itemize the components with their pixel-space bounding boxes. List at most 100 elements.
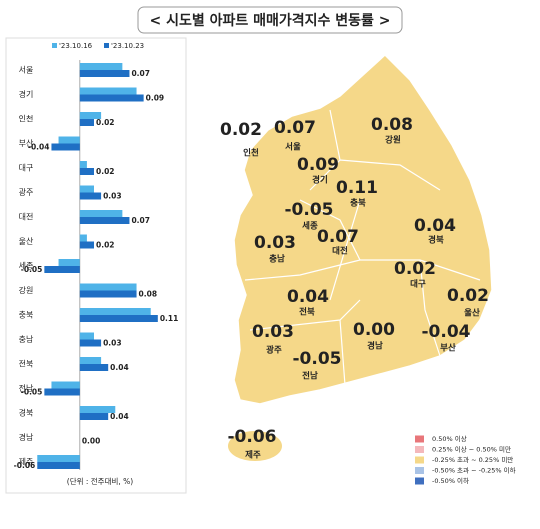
bar xyxy=(79,283,137,291)
bar xyxy=(44,266,80,273)
bar xyxy=(51,381,80,389)
map-region: 인천 xyxy=(243,148,259,159)
map-value: 0.03 xyxy=(252,322,294,342)
data-label: 0.00 xyxy=(82,437,101,446)
map-value: -0.04 xyxy=(422,322,471,342)
map-region: 전북 xyxy=(299,307,315,318)
map-value: 0.07 xyxy=(317,227,359,247)
bar xyxy=(37,462,80,469)
map-legend-label: -0.50% 이하 xyxy=(432,476,469,485)
map-value: 0.07 xyxy=(274,118,316,138)
category-label: 서울 xyxy=(19,66,34,75)
bar xyxy=(79,339,102,347)
data-label: 0.03 xyxy=(103,339,122,348)
category-label: 대전 xyxy=(19,212,34,222)
region-borders xyxy=(244,109,481,386)
data-label: 0.02 xyxy=(96,118,115,127)
data-label: 0.04 xyxy=(110,363,129,372)
title-box xyxy=(137,6,403,34)
map-region: 경기 xyxy=(312,175,328,186)
map-jeju xyxy=(228,431,282,461)
map-legend-label: 0.25% 이상 ~ 0.50% 미만 xyxy=(432,445,511,454)
category-label: 전남 xyxy=(19,383,34,393)
category-label: 부산 xyxy=(19,138,34,148)
data-label: -0.06 xyxy=(14,461,36,470)
map-value: -0.06 xyxy=(228,427,277,447)
map-legend-swatch xyxy=(415,456,424,464)
data-label: 0.02 xyxy=(96,241,115,250)
category-label: 울산 xyxy=(19,236,34,246)
map-region: 경북 xyxy=(428,235,444,246)
map-region: 대구 xyxy=(410,279,426,290)
data-label: 0.08 xyxy=(139,290,158,299)
map-region: 부산 xyxy=(440,343,456,354)
map-region: 대전 xyxy=(332,246,348,257)
map-region: 충북 xyxy=(350,198,366,209)
bar xyxy=(79,210,123,217)
map-region: 충남 xyxy=(269,254,285,265)
bar xyxy=(79,315,158,322)
map-value: 0.09 xyxy=(297,155,339,175)
map-region: 경남 xyxy=(367,341,383,352)
legend-label: '23.10.16 xyxy=(59,42,93,50)
data-label: -0.05 xyxy=(21,388,43,397)
bar xyxy=(79,119,94,126)
data-label: 0.07 xyxy=(131,216,150,225)
bar xyxy=(79,192,102,200)
map-legend-label: -0.50% 초과 ~ -0.25% 이하 xyxy=(432,466,516,475)
bar xyxy=(79,168,94,175)
map-value: 0.04 xyxy=(414,216,456,236)
category-label: 충남 xyxy=(19,335,34,344)
map-region: 광주 xyxy=(266,345,282,356)
bar xyxy=(79,357,102,364)
data-label: 0.03 xyxy=(103,192,122,201)
chart-title: < 시도별 아파트 매매가격지수 변동률 > xyxy=(149,12,390,29)
map-value: 0.04 xyxy=(287,287,329,307)
map-value: 0.11 xyxy=(336,178,378,198)
category-label: 충북 xyxy=(19,311,34,320)
legend-label: '23.10.23 xyxy=(111,42,144,50)
unit-note: (단위 : 전주대비, %) xyxy=(67,476,134,486)
category-label: 세종 xyxy=(19,262,34,271)
category-label: 경기 xyxy=(19,89,34,99)
bar xyxy=(79,290,137,298)
bar xyxy=(58,259,80,266)
bar xyxy=(79,241,94,249)
chart-panel xyxy=(5,37,187,494)
category-label: 제주 xyxy=(19,458,34,467)
map-region: 서울 xyxy=(285,142,301,153)
data-label: 0.07 xyxy=(131,69,150,78)
data-label: 0.02 xyxy=(96,167,115,176)
bar xyxy=(58,136,80,144)
data-label: 0.04 xyxy=(110,412,129,421)
map-value: 0.02 xyxy=(394,259,436,279)
bar xyxy=(79,112,102,119)
bar xyxy=(79,94,144,102)
map-region: 제주 xyxy=(245,450,261,461)
map-legend-box xyxy=(408,430,533,490)
data-label: -0.05 xyxy=(21,265,43,274)
bar xyxy=(79,87,137,95)
map-region: 강원 xyxy=(385,135,401,146)
bar xyxy=(79,364,109,371)
map-value: 0.00 xyxy=(353,320,395,340)
category-label: 강원 xyxy=(19,285,34,295)
map-value: 0.02 xyxy=(220,120,262,140)
legend-swatch xyxy=(104,43,109,48)
bar xyxy=(79,234,87,242)
map-legend-swatch xyxy=(415,467,424,474)
data-label: 0.09 xyxy=(146,94,165,103)
bar xyxy=(79,70,130,77)
data-label: 0.11 xyxy=(160,314,179,323)
map-value: 0.03 xyxy=(254,233,296,253)
map-region: 전남 xyxy=(302,371,318,382)
map-region: 세종 xyxy=(302,221,318,232)
map-legend-swatch xyxy=(415,435,424,443)
category-label: 경남 xyxy=(19,432,34,442)
map-value: 0.08 xyxy=(371,115,413,135)
category-label: 대구 xyxy=(19,164,34,173)
category-label: 경북 xyxy=(19,408,34,418)
bar xyxy=(79,185,94,193)
bar xyxy=(79,406,116,413)
